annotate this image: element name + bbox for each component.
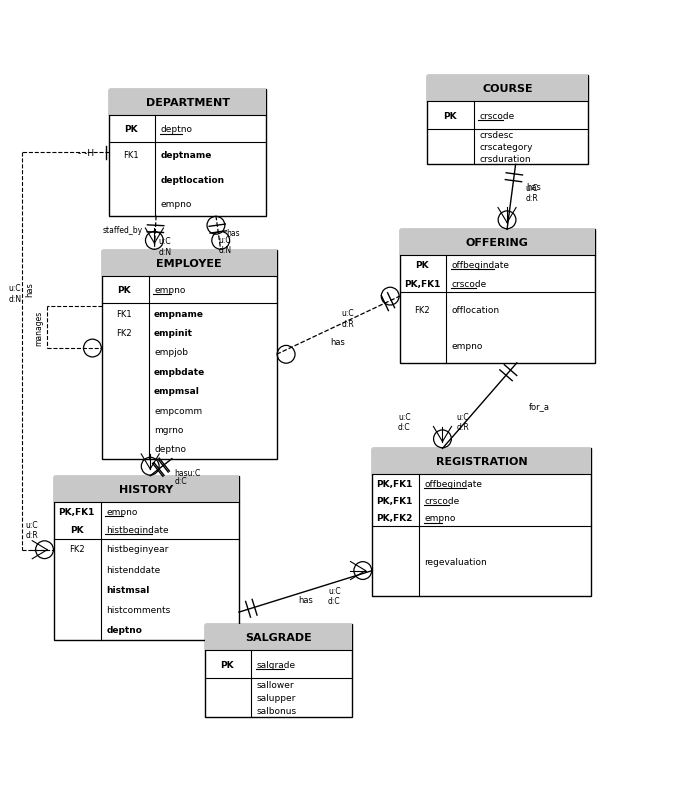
Text: empname: empname [154,309,204,318]
Text: histbeginyear: histbeginyear [106,545,168,553]
Text: PK: PK [70,525,83,534]
Text: deptno: deptno [154,445,186,454]
Text: histbegindate: histbegindate [106,525,169,534]
Bar [400,230,595,363]
Text: salgrade: salgrade [257,660,296,669]
Bar [102,250,277,459]
Text: crscode: crscode [424,496,460,505]
Text: empinit: empinit [154,329,193,338]
Text: empno: empno [452,342,483,350]
Text: u:C
d:C: u:C d:C [328,586,340,606]
Text: crsduration: crsduration [479,155,531,164]
Text: PK: PK [117,286,131,295]
Text: u:C
d:R: u:C d:R [342,309,355,329]
Text: u:C
d:R: u:C d:R [526,184,539,203]
Text: u:C
d:N: u:C d:N [219,236,232,255]
Text: has: has [226,229,240,238]
Text: PK,FK2: PK,FK2 [377,513,413,523]
Text: PK: PK [415,261,429,269]
Text: crsdesc: crsdesc [479,131,513,140]
Text: empno: empno [154,286,186,295]
Text: manages: manages [34,310,43,346]
Text: FK2: FK2 [117,329,132,338]
Text: crscode: crscode [452,279,487,288]
Text: DEPARTMENT: DEPARTMENT [146,98,230,108]
Text: PK: PK [220,660,234,669]
Text: PK,FK1: PK,FK1 [58,507,95,516]
Text: crscode: crscode [479,111,515,120]
Text: PK: PK [124,125,138,134]
Text: regevaluation: regevaluation [424,557,487,565]
Bar [373,449,591,596]
Text: HISTORY: HISTORY [119,484,174,494]
Text: deptlocation: deptlocation [161,176,225,184]
Text: FK2: FK2 [414,306,430,315]
Bar [205,625,352,650]
Bar [427,76,588,165]
Text: PK: PK [443,111,456,120]
Text: u:C
d:R: u:C d:R [456,412,469,431]
Text: d:C: d:C [175,476,187,485]
Text: SALGRADE: SALGRADE [245,633,312,642]
Text: hasu:C: hasu:C [175,468,201,478]
Text: empno: empno [424,513,456,523]
Text: for_a: for_a [529,402,550,411]
Text: u:C
d:C: u:C d:C [398,412,411,431]
Text: deptname: deptname [161,151,213,160]
Text: EMPLOYEE: EMPLOYEE [157,258,222,269]
Text: histcomments: histcomments [106,606,170,614]
Bar [109,90,266,217]
Text: FK1: FK1 [124,151,139,160]
Text: deptno: deptno [161,125,193,134]
Text: empbdate: empbdate [154,367,206,376]
Bar [54,476,239,502]
Text: mgrno: mgrno [154,426,184,435]
Text: FK1: FK1 [117,309,132,318]
Text: u:C
d:R: u:C d:R [26,520,38,540]
Text: has: has [26,282,34,297]
Bar [54,476,239,640]
Bar [102,250,277,277]
Text: empno: empno [161,200,193,209]
Text: u:C
d:N: u:C d:N [8,284,21,303]
Bar [109,90,266,116]
Text: crscategory: crscategory [479,143,533,152]
Text: histmsal: histmsal [106,585,150,594]
Bar [205,625,352,717]
Text: has: has [298,595,313,604]
Text: empjob: empjob [154,348,188,357]
Text: COURSE: COURSE [482,84,533,95]
Bar [427,76,588,103]
Text: offbegindate: offbegindate [452,261,510,269]
Text: FK2: FK2 [68,545,84,553]
Text: u:C
d:N: u:C d:N [159,237,172,257]
Text: PK,FK1: PK,FK1 [404,279,440,288]
Text: has: has [331,338,346,346]
Text: offlocation: offlocation [452,306,500,315]
Text: empno: empno [106,507,137,516]
Text: salbonus: salbonus [257,706,297,715]
Text: offbegindate: offbegindate [424,479,482,488]
Text: salupper: salupper [257,693,296,702]
Text: staffed_by: staffed_by [102,225,142,235]
Bar [400,230,595,256]
Text: OFFERING: OFFERING [466,238,529,248]
Text: PK,FK1: PK,FK1 [377,479,413,488]
Text: empcomm: empcomm [154,406,202,415]
Text: - -H: - -H [78,148,94,158]
Text: PK,FK1: PK,FK1 [377,496,413,505]
Text: REGISTRATION: REGISTRATION [436,457,528,467]
Text: deptno: deptno [106,626,142,634]
Text: sallower: sallower [257,680,295,689]
Bar [373,449,591,475]
Text: empmsal: empmsal [154,387,200,395]
Text: histenddate: histenddate [106,565,160,574]
Text: has: has [526,183,541,192]
